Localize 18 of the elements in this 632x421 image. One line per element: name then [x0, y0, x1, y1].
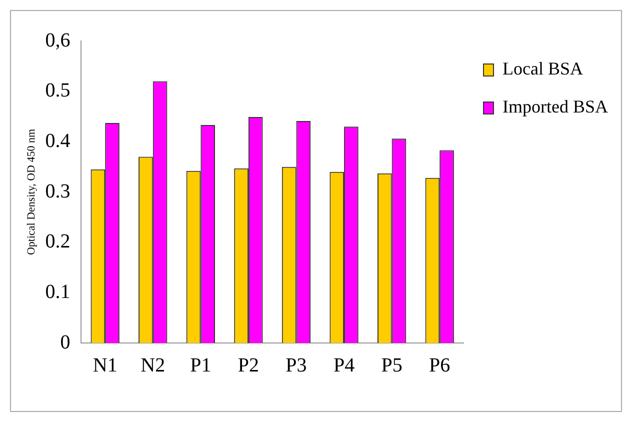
y-tick-label: 0.5 — [45, 80, 70, 102]
x-tick-label: P4 — [333, 354, 355, 376]
y-axis-title: Optical Density, OD 450 nm — [25, 128, 38, 256]
x-tick-label: P5 — [381, 354, 402, 376]
y-tick-label: 0.4 — [45, 130, 70, 152]
legend-label: Imported BSA — [502, 96, 608, 117]
x-tick-label: N2 — [140, 354, 166, 376]
y-tick-label: 0.1 — [45, 280, 70, 303]
y-tick-label: 0 — [60, 331, 70, 354]
legend-label: Local BSA — [502, 58, 583, 79]
x-tick-label: P1 — [190, 354, 212, 376]
x-tick-label: P6 — [429, 354, 450, 376]
x-tick-label: P3 — [286, 354, 307, 376]
y-tick-label: 0.3 — [45, 180, 70, 202]
x-tick-label: P2 — [238, 354, 260, 376]
y-tick-label: 0,6 — [45, 29, 70, 52]
y-tick-label: 0.2 — [45, 230, 70, 253]
x-tick-label: N1 — [92, 354, 118, 376]
